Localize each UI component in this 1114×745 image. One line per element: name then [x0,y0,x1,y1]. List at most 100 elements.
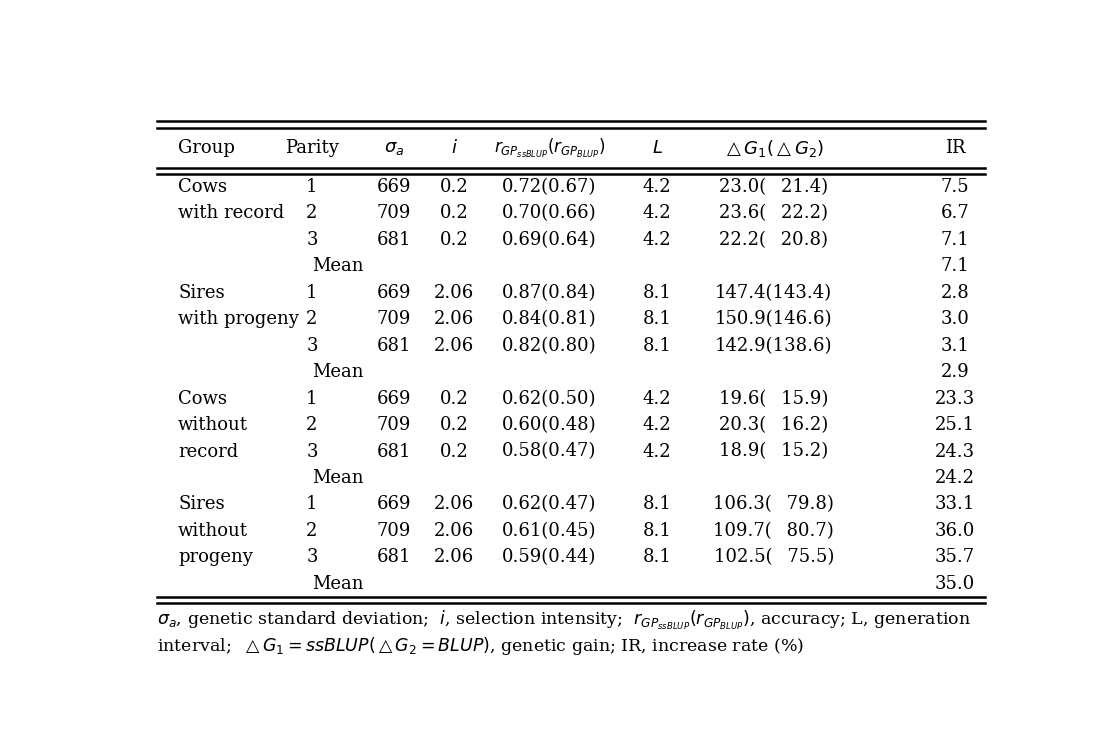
Text: 0.62(0.50): 0.62(0.50) [502,390,597,408]
Text: 2.9: 2.9 [940,363,969,381]
Text: Sires: Sires [178,495,225,513]
Text: 6.7: 6.7 [940,204,969,223]
Text: 4.2: 4.2 [643,231,672,249]
Text: 7.5: 7.5 [941,178,969,196]
Text: 24.3: 24.3 [935,443,975,460]
Text: 3.1: 3.1 [940,337,969,355]
Text: 0.82(0.80): 0.82(0.80) [502,337,597,355]
Text: 0.69(0.64): 0.69(0.64) [502,231,597,249]
Text: 35.0: 35.0 [935,575,975,593]
Text: 35.7: 35.7 [935,548,975,566]
Text: 8.1: 8.1 [643,284,672,302]
Text: 2: 2 [306,310,317,329]
Text: 1: 1 [306,495,317,513]
Text: 2.06: 2.06 [434,337,475,355]
Text: 8.1: 8.1 [643,548,672,566]
Text: without: without [178,416,248,434]
Text: 0.70(0.66): 0.70(0.66) [502,204,597,223]
Text: 102.5(  75.5): 102.5( 75.5) [714,548,834,566]
Text: 2.06: 2.06 [434,284,475,302]
Text: Mean: Mean [312,363,363,381]
Text: 0.2: 0.2 [440,416,469,434]
Text: 0.84(0.81): 0.84(0.81) [502,310,597,329]
Text: 0.2: 0.2 [440,390,469,408]
Text: 0.62(0.47): 0.62(0.47) [502,495,596,513]
Text: Cows: Cows [178,178,227,196]
Text: 681: 681 [377,337,411,355]
Text: 147.4(143.4): 147.4(143.4) [715,284,832,302]
Text: 709: 709 [377,310,411,329]
Text: 0.60(0.48): 0.60(0.48) [502,416,597,434]
Text: 669: 669 [377,178,411,196]
Text: 0.59(0.44): 0.59(0.44) [502,548,596,566]
Text: 19.6(  15.9): 19.6( 15.9) [720,390,829,408]
Text: with progeny: with progeny [178,310,299,329]
Text: 709: 709 [377,522,411,540]
Text: 4.2: 4.2 [643,178,672,196]
Text: 3.0: 3.0 [940,310,969,329]
Text: 2.06: 2.06 [434,522,475,540]
Text: 0.87(0.84): 0.87(0.84) [502,284,597,302]
Text: 22.2(  20.8): 22.2( 20.8) [720,231,829,249]
Text: without: without [178,522,248,540]
Text: 669: 669 [377,390,411,408]
Text: 109.7(  80.7): 109.7( 80.7) [713,522,834,540]
Text: 1: 1 [306,284,317,302]
Text: 3: 3 [306,548,317,566]
Text: 0.2: 0.2 [440,231,469,249]
Text: 1: 1 [306,178,317,196]
Text: $r_{GP_{ssBLUP}}(r_{GP_{BLUP}})$: $r_{GP_{ssBLUP}}(r_{GP_{BLUP}})$ [494,136,605,159]
Text: 18.9(  15.2): 18.9( 15.2) [720,443,829,460]
Text: 709: 709 [377,416,411,434]
Text: 24.2: 24.2 [935,469,975,487]
Text: 8.1: 8.1 [643,310,672,329]
Text: 0.61(0.45): 0.61(0.45) [502,522,597,540]
Text: 709: 709 [377,204,411,223]
Text: 669: 669 [377,284,411,302]
Text: IR: IR [945,139,966,157]
Text: $\triangle G_1(\triangle G_2)$: $\triangle G_1(\triangle G_2)$ [723,138,824,159]
Text: 33.1: 33.1 [935,495,975,513]
Text: 8.1: 8.1 [643,495,672,513]
Text: 2.06: 2.06 [434,548,475,566]
Text: Cows: Cows [178,390,227,408]
Text: 0.2: 0.2 [440,178,469,196]
Text: 23.0(  21.4): 23.0( 21.4) [720,178,829,196]
Text: 7.1: 7.1 [940,231,969,249]
Text: 2: 2 [306,204,317,223]
Text: 3: 3 [306,443,317,460]
Text: 0.2: 0.2 [440,204,469,223]
Text: 4.2: 4.2 [643,416,672,434]
Text: $\sigma_a$, genetic standard deviation;  $i$, selection intensity;  $r_{GP_{ssBL: $\sigma_a$, genetic standard deviation; … [156,609,970,632]
Text: 0.2: 0.2 [440,443,469,460]
Text: Sires: Sires [178,284,225,302]
Text: progeny: progeny [178,548,253,566]
Text: 681: 681 [377,231,411,249]
Text: Mean: Mean [312,469,363,487]
Text: 23.6(  22.2): 23.6( 22.2) [720,204,829,223]
Text: 2: 2 [306,416,317,434]
Text: interval;  $\triangle G_1 = ssBLUP(\triangle G_2 = BLUP)$, genetic gain; IR, inc: interval; $\triangle G_1 = ssBLUP(\trian… [156,635,803,657]
Text: 106.3(  79.8): 106.3( 79.8) [713,495,834,513]
Text: 25.1: 25.1 [935,416,975,434]
Text: 36.0: 36.0 [935,522,975,540]
Text: 150.9(146.6): 150.9(146.6) [715,310,832,329]
Text: 3: 3 [306,231,317,249]
Text: 0.58(0.47): 0.58(0.47) [502,443,596,460]
Text: 4.2: 4.2 [643,443,672,460]
Text: $\sigma_a$: $\sigma_a$ [384,139,404,157]
Text: 142.9(138.6): 142.9(138.6) [715,337,832,355]
Text: 2.06: 2.06 [434,495,475,513]
Text: $i$: $i$ [451,139,458,157]
Text: 4.2: 4.2 [643,204,672,223]
Text: 23.3: 23.3 [935,390,975,408]
Text: 669: 669 [377,495,411,513]
Text: 20.3(  16.2): 20.3( 16.2) [720,416,829,434]
Text: Mean: Mean [312,575,363,593]
Text: $L$: $L$ [652,139,663,157]
Text: 7.1: 7.1 [940,257,969,276]
Text: 2: 2 [306,522,317,540]
Text: 8.1: 8.1 [643,522,672,540]
Text: Parity: Parity [285,139,339,157]
Text: 8.1: 8.1 [643,337,672,355]
